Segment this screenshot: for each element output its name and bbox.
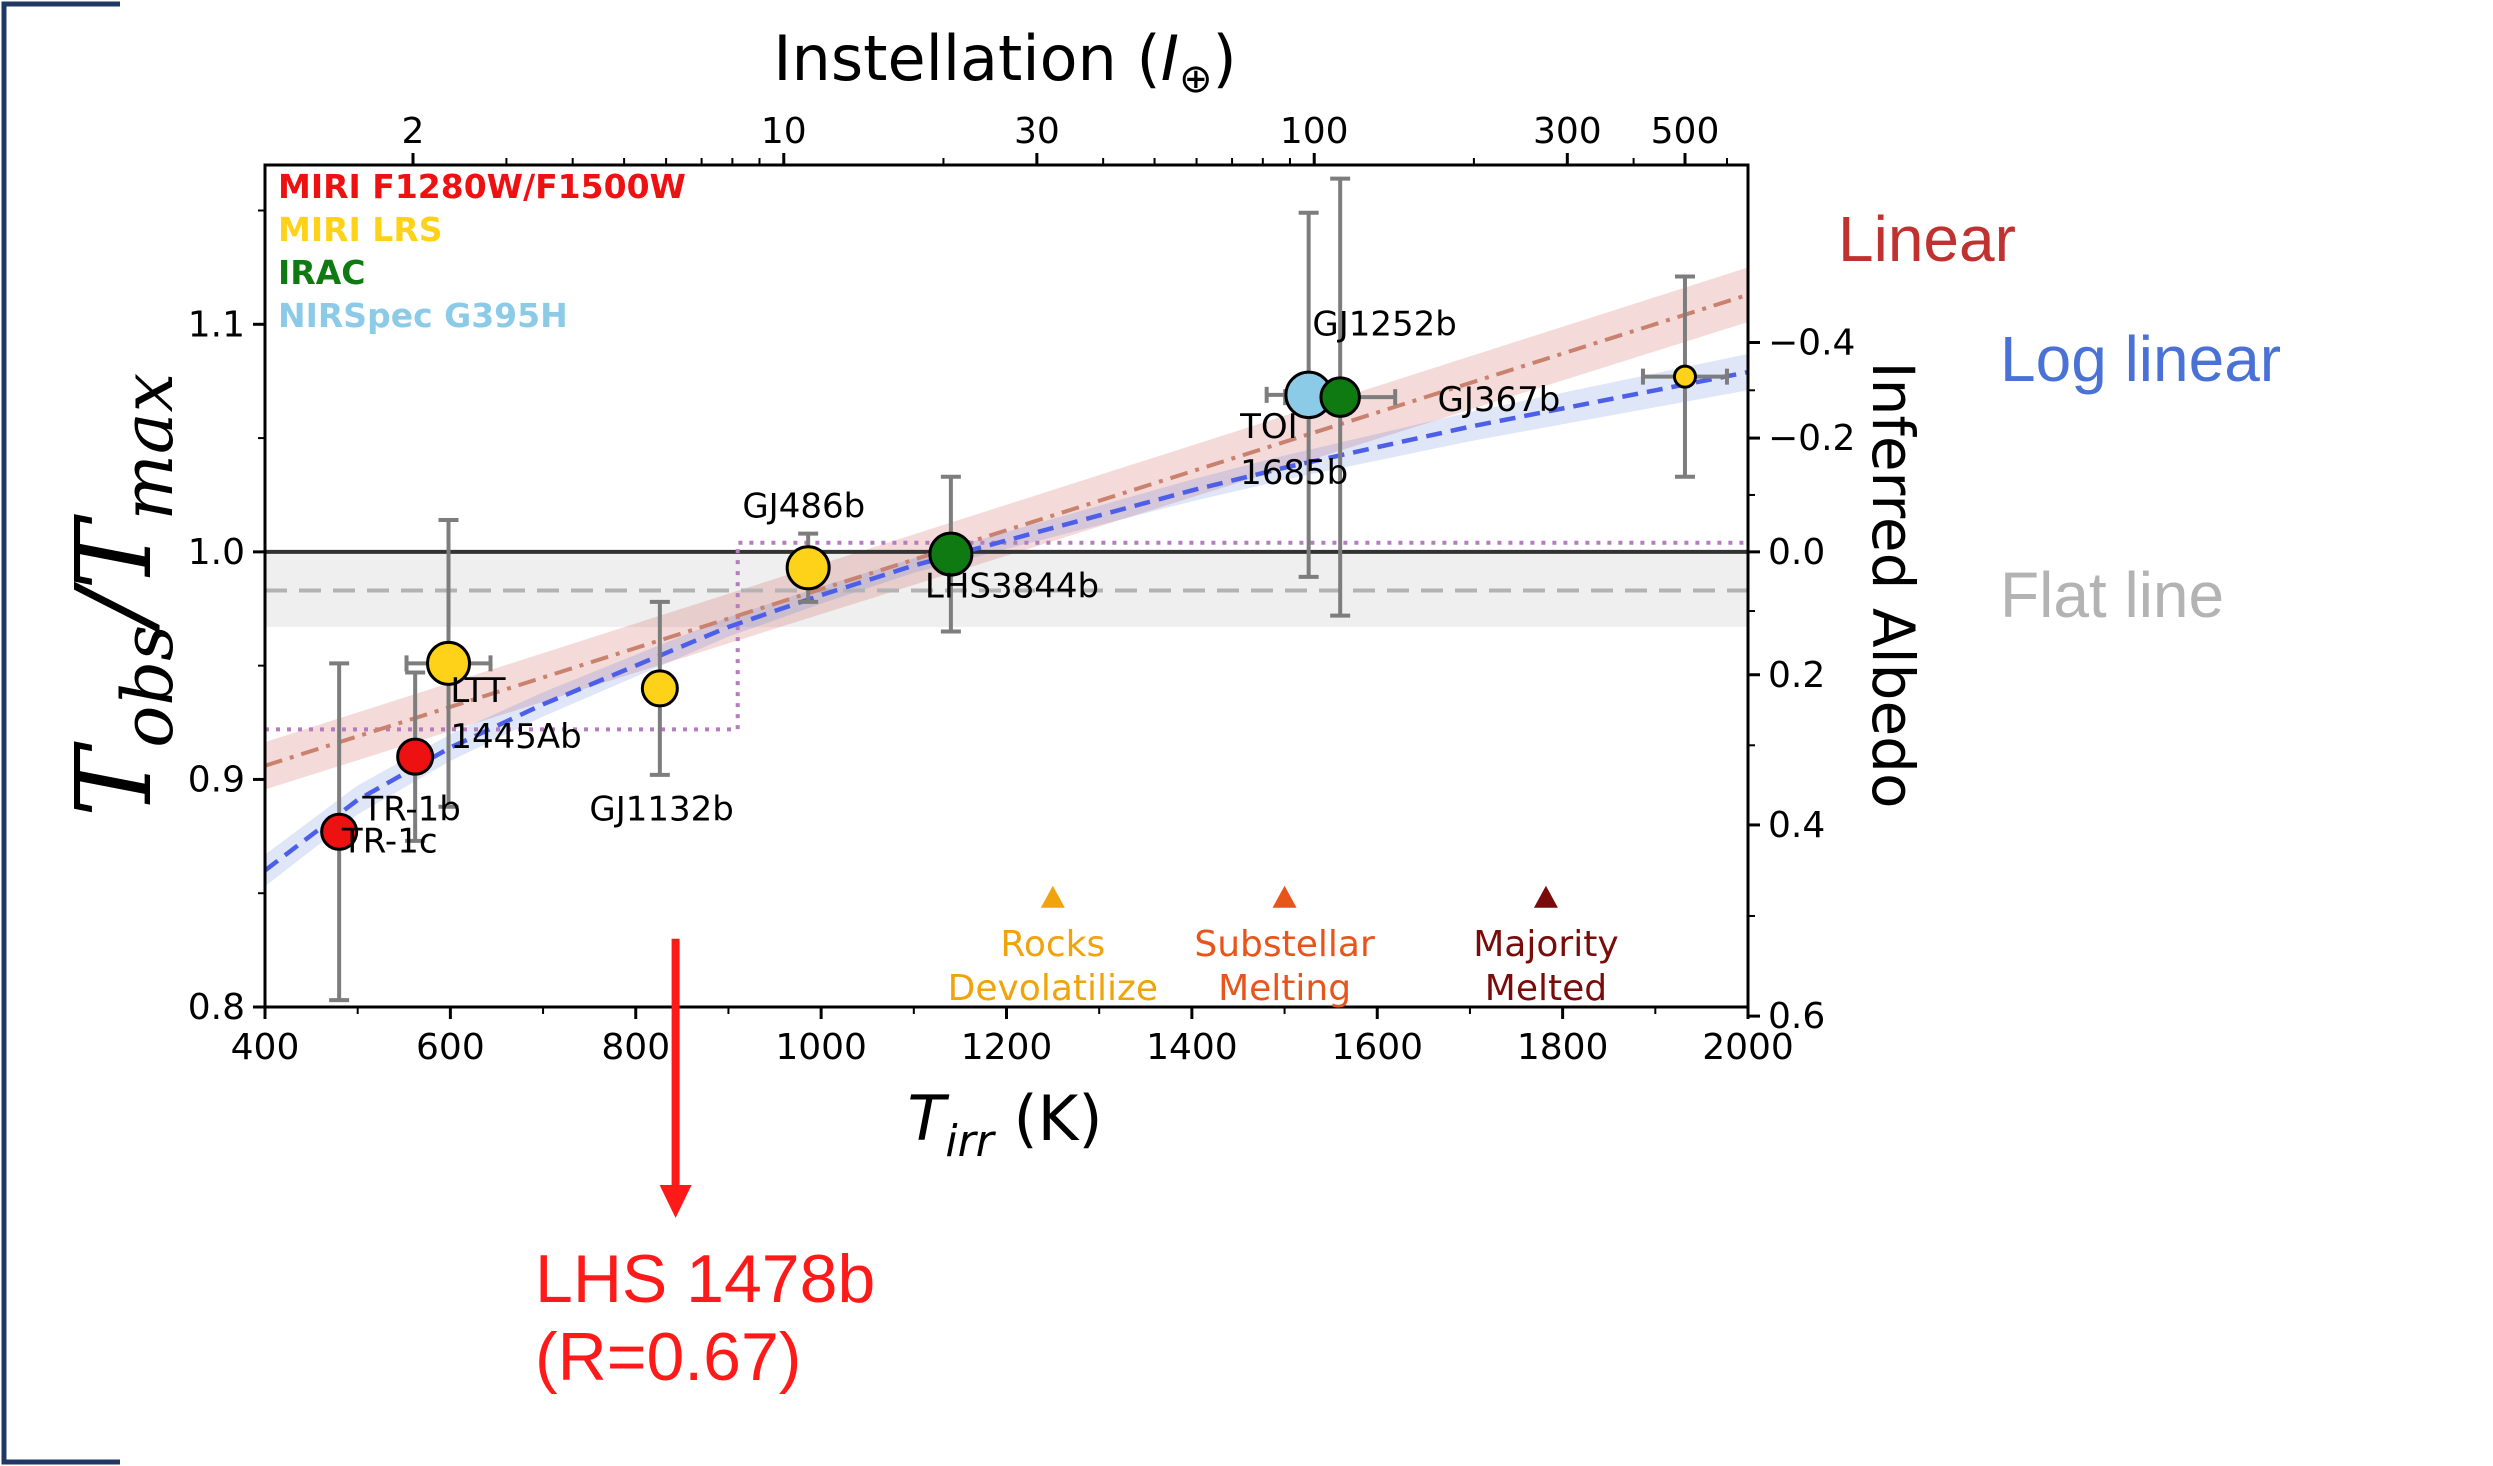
planet-label: LHS3844b: [925, 566, 1099, 606]
planet-label: 1685b: [1240, 453, 1348, 493]
x-tick-label: 2000: [1702, 1027, 1794, 1068]
data-point-2: [426, 640, 472, 686]
x-tick-label: 1600: [1331, 1027, 1423, 1068]
svg-text:Tirr (K): Tirr (K): [907, 1082, 1102, 1167]
svg-text:Instellation (I⊕): Instellation (I⊕): [773, 22, 1236, 102]
y-tick-label: 0.8: [188, 987, 245, 1028]
data-point-7: [1319, 376, 1361, 418]
albedo-tick-label: −0.2: [1768, 418, 1855, 459]
svg-text:Inferred Albedo: Inferred Albedo: [1859, 362, 1927, 809]
albedo-tick-label: 0.4: [1768, 805, 1825, 846]
planet-label: 1445Ab: [450, 717, 581, 757]
chart-legend-entry-0: MIRI F1280W/F1500W: [278, 167, 686, 206]
x-axis-title: Tirr (K): [907, 1082, 1102, 1167]
planet-label: GJ1252b: [1312, 305, 1456, 345]
top-tick-label: 300: [1533, 111, 1602, 152]
regime-marker: [1040, 885, 1065, 908]
log-linear-model-line: [265, 369, 1748, 873]
regime-marker: [1533, 885, 1558, 908]
planet-label: TOI: [1239, 407, 1298, 447]
albedo-tick-label: 0.0: [1768, 532, 1825, 573]
planet-label: GJ486b: [742, 487, 865, 527]
regime-label: Melted: [1485, 968, 1607, 1009]
planet-label: GJ1132b: [589, 789, 733, 829]
regime-label: Rocks: [1000, 924, 1105, 965]
planet-label: TR-1c: [341, 821, 438, 861]
y-tick-label: 0.9: [188, 759, 245, 800]
data-point-4: [785, 545, 831, 591]
regime-label: Substellar: [1194, 924, 1375, 965]
annotation-lhs1478b: LHS 1478b (R=0.67): [535, 1240, 875, 1396]
legend-flat-line: Flat line: [2000, 559, 2225, 631]
regime-label: Majority: [1473, 924, 1618, 965]
data-point-3: [640, 669, 679, 708]
top-tick-label: 100: [1280, 111, 1349, 152]
x-tick-label: 1200: [961, 1027, 1053, 1068]
x-tick-label: 600: [416, 1027, 485, 1068]
planet-label: GJ367b: [1437, 380, 1560, 420]
linear-model-line: [265, 292, 1748, 768]
x-tick-label: 400: [231, 1027, 300, 1068]
model-band-log-linear: [265, 353, 1748, 887]
model-band-linear: [265, 267, 1748, 790]
lhs1478b-arrow-head: [659, 1185, 692, 1218]
chart-legend-entry-1: MIRI LRS: [278, 210, 443, 249]
legend-log-linear: Log linear: [2000, 323, 2282, 395]
x-tick-label: 1000: [775, 1027, 867, 1068]
annotation-name: LHS 1478b: [535, 1241, 876, 1317]
y-axis-title: Tobs/Tmax: [53, 373, 189, 817]
regime-label: Melting: [1218, 968, 1351, 1009]
albedo-tick-label: 0.6: [1768, 996, 1825, 1037]
y-tick-label: 1.0: [188, 532, 245, 573]
albedo-tick-label: −0.4: [1768, 323, 1855, 364]
annotation-radius: (R=0.67): [535, 1319, 802, 1396]
x-tick-label: 1400: [1146, 1027, 1238, 1068]
top-tick-label: 30: [1014, 111, 1060, 152]
top-tick-label: 500: [1651, 111, 1720, 152]
data-point-0: [320, 812, 359, 851]
x-tick-label: 800: [601, 1027, 670, 1068]
right-axis-title: Inferred Albedo: [1859, 362, 1927, 809]
albedo-tick-label: 0.2: [1768, 655, 1825, 696]
top-tick-label: 10: [761, 111, 807, 152]
data-point-5: [928, 531, 974, 577]
chart-legend-entry-3: NIRSpec G395H: [278, 296, 568, 335]
regime-label: Devolatilize: [948, 968, 1158, 1009]
data-point-8: [1672, 364, 1697, 389]
planet-label: TR-1b: [361, 789, 461, 829]
data-point-1: [396, 737, 435, 776]
top-tick-label: 2: [402, 111, 425, 152]
planet-label: LTT: [450, 671, 505, 711]
top-axis-title: Instellation (I⊕): [773, 22, 1236, 102]
y-tick-label: 1.1: [188, 304, 245, 345]
x-tick-label: 1800: [1517, 1027, 1609, 1068]
chart-legend-entry-2: IRAC: [278, 253, 365, 292]
regime-marker: [1272, 885, 1297, 908]
slide-bracket: [1, 1, 120, 1465]
svg-text:Tobs/Tmax: Tobs/Tmax: [53, 373, 189, 817]
legend-linear: Linear: [1838, 203, 2016, 275]
